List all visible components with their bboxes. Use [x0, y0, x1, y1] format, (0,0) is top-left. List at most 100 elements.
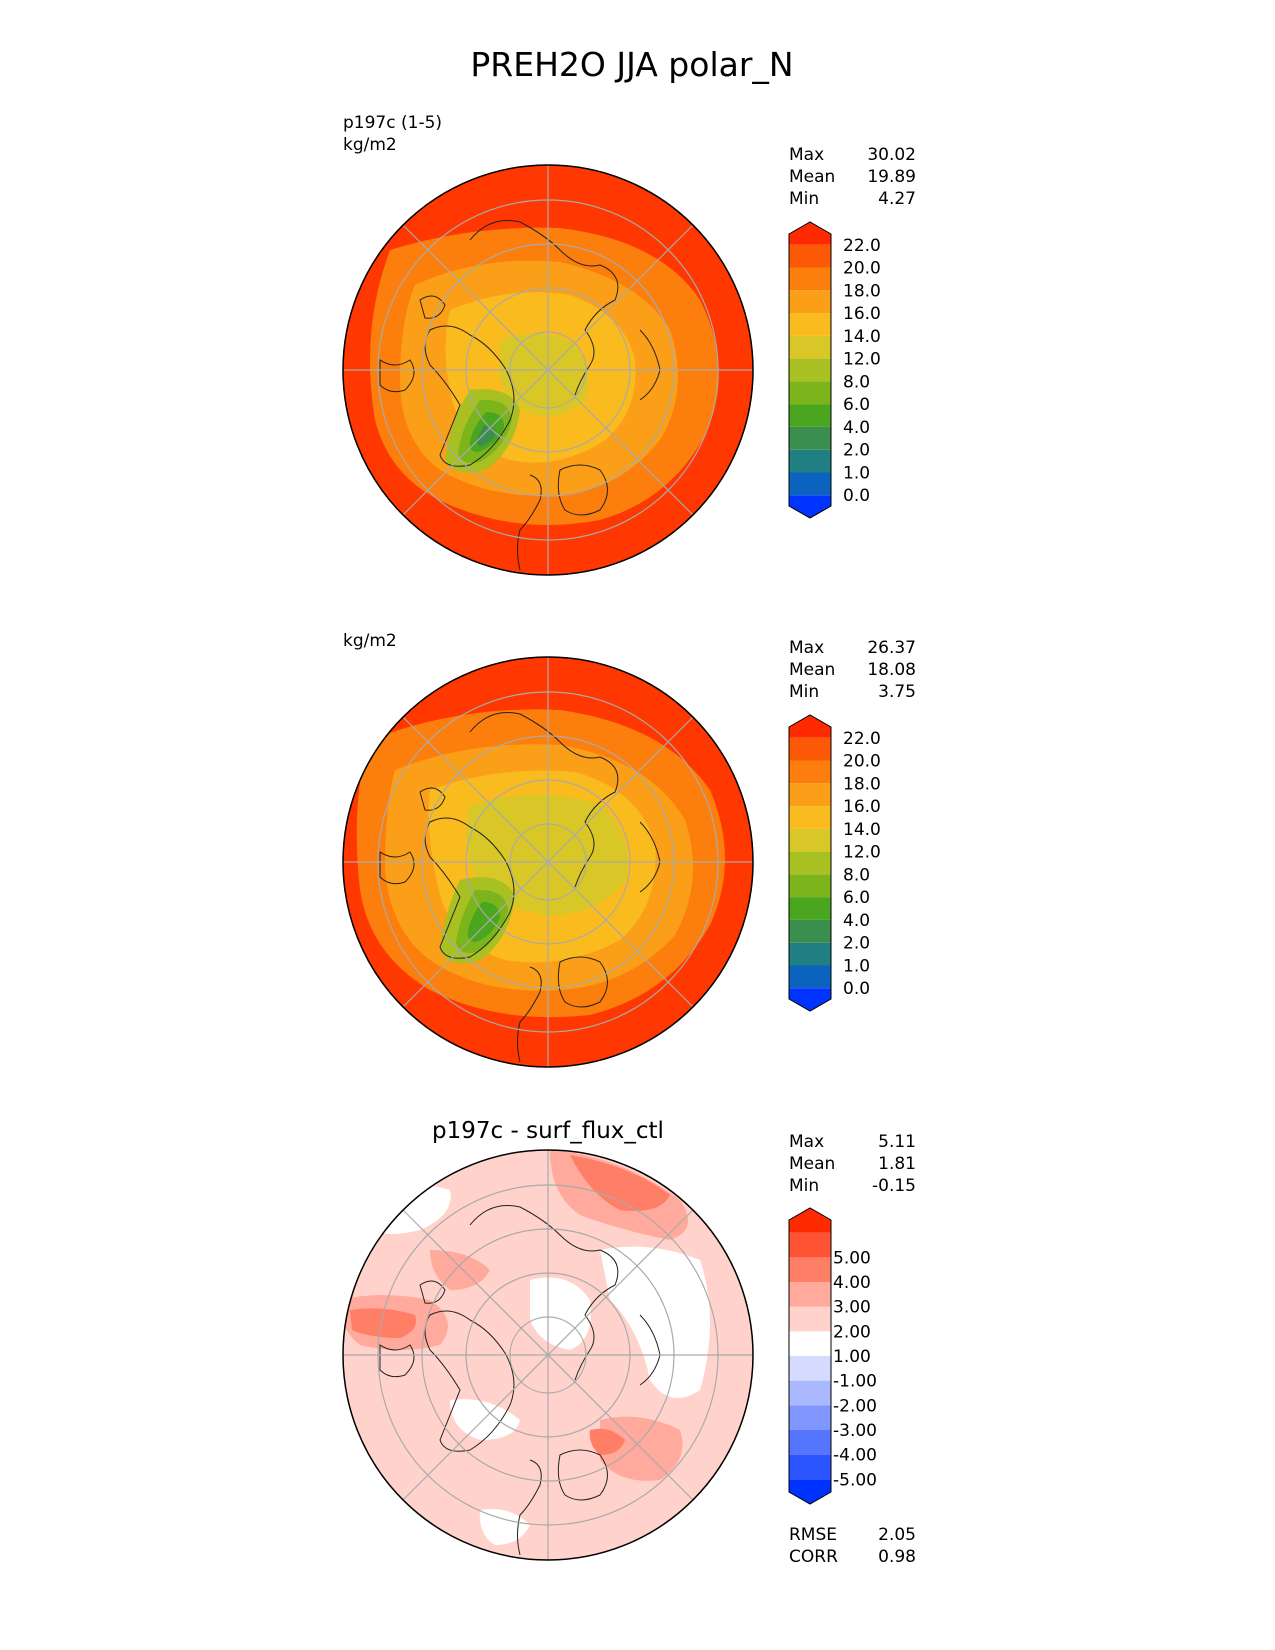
colorbar-cell [789, 222, 831, 245]
colorbar-cell [789, 426, 831, 450]
colorbar-tick-label: 0.0 [843, 486, 870, 506]
stat-label: Max [789, 145, 824, 165]
colorbar-tick-label: -4.00 [833, 1446, 877, 1466]
stat-label: Mean [789, 1154, 835, 1174]
panel-case-label: p197c (1-5) [343, 113, 442, 133]
colorbar-cell [789, 874, 831, 898]
colorbar-cell [789, 449, 831, 473]
colorbar-cell [789, 1454, 831, 1480]
colorbar-cell [789, 737, 831, 761]
stats-box: Max 26.37 Mean 18.08 Min 3.75 [789, 638, 916, 702]
colorbar-cell [789, 783, 831, 807]
polar-map [342, 164, 754, 576]
colorbar-cell [789, 381, 831, 405]
colorbar-cell [789, 1479, 831, 1504]
map-boundary [342, 1149, 754, 1561]
colorbar-tick-label: 1.0 [843, 956, 870, 976]
colorbar-tick-label: 8.0 [843, 372, 870, 392]
colorbar-cell [789, 472, 831, 496]
stat-label: Min [789, 682, 819, 702]
stat-value: 19.89 [867, 167, 916, 187]
colorbar-cell [789, 358, 831, 382]
colorbar-cell [789, 1208, 831, 1233]
stat-label: Mean [789, 167, 835, 187]
colorbar: -5.00 -4.00 -3.00 -2.00 -1.00 1.00 2.00 3.00 4.0… [788, 1207, 877, 1505]
colorbar-tick-label: 2.0 [843, 934, 870, 954]
colorbar-cell [789, 942, 831, 966]
colorbar-tick-label: -3.00 [833, 1421, 877, 1441]
polar-map [342, 656, 754, 1068]
stat-value: 1.81 [878, 1154, 916, 1174]
colorbar-tick-label: -1.00 [833, 1372, 877, 1392]
colorbar-cell [789, 1306, 831, 1332]
colorbar-tick-label: 14.0 [843, 327, 881, 347]
colorbar-tick-label: 2.00 [833, 1322, 871, 1342]
metric-label: RMSE [789, 1525, 837, 1545]
colorbar-cell [789, 965, 831, 989]
colorbar-tick-label: -2.00 [833, 1396, 877, 1416]
colorbar-cell [789, 988, 831, 1011]
colorbar: 0.0 1.02.0 4.0 6.0 8.012.0 14.0 16.0 18.020.0 22… [788, 714, 881, 1012]
colorbar-cell [789, 404, 831, 427]
colorbar-tick-label: 12.0 [843, 350, 881, 370]
stat-value: 5.11 [878, 1132, 916, 1152]
colorbar-tick-label: 6.0 [843, 888, 870, 908]
colorbar-cell [789, 313, 831, 336]
panel-units: kg/m2 [343, 135, 397, 155]
colorbar-outline [788, 221, 832, 519]
colorbar-cell [789, 828, 831, 852]
colorbar-cell [789, 1430, 831, 1455]
colorbar-cell [789, 806, 831, 829]
colorbar-cell [789, 335, 831, 359]
colorbar-outline [788, 1207, 832, 1505]
colorbar-tick-label: 0.0 [843, 979, 870, 999]
panel-reference: kg/m2 [342, 631, 916, 1068]
colorbar-tick-label: 2.0 [843, 441, 870, 461]
graticule [343, 165, 753, 575]
colorbar-tick-label: 4.0 [843, 911, 870, 931]
coastlines [379, 712, 661, 1063]
stat-label: Max [789, 638, 824, 658]
colorbar-tick-label: 4.0 [843, 418, 870, 438]
graticule [343, 1150, 753, 1560]
panel-units: kg/m2 [343, 631, 397, 651]
stat-value: 3.75 [878, 682, 916, 702]
colorbar-tick-label: 6.0 [843, 395, 870, 415]
colorbar-tick-label: -5.00 [833, 1470, 877, 1490]
metric-value: 0.98 [878, 1547, 916, 1567]
colorbar-cell [789, 1331, 831, 1356]
metrics-box: RMSE 2.05 CORR 0.98 [789, 1525, 916, 1567]
colorbar-tick-label: 16.0 [843, 797, 881, 817]
stat-value: -0.15 [872, 1176, 916, 1196]
colorbar-cell [789, 897, 831, 920]
colorbar-cell [789, 1380, 831, 1406]
colorbar-tick-label: 4.00 [833, 1273, 871, 1293]
colorbar: 0.0 1.02.0 4.0 6.0 8.012.0 14.0 16.0 18.020.0 22… [788, 221, 881, 519]
panel-difference: p197c - surf_flux_ctl [342, 1118, 916, 1567]
colorbar-cell [789, 1356, 831, 1381]
colorbar-tick-label: 8.0 [843, 865, 870, 885]
coastlines [379, 1205, 661, 1556]
map-boundary [342, 164, 754, 576]
stat-value: 18.08 [867, 660, 916, 680]
stat-value: 26.37 [867, 638, 916, 658]
stat-label: Max [789, 1132, 824, 1152]
colorbar-tick-label: 22.0 [843, 236, 881, 256]
colorbar-cell [789, 267, 831, 291]
colorbar-cell [789, 290, 831, 314]
stat-value: 4.27 [878, 189, 916, 209]
colorbar-tick-label: 1.0 [843, 463, 870, 483]
stat-label: Min [789, 189, 819, 209]
colorbar-tick-label: 18.0 [843, 774, 881, 794]
colorbar-tick-label: 5.00 [833, 1248, 871, 1268]
colorbar-cell [789, 495, 831, 518]
colorbar-tick-label: 20.0 [843, 259, 881, 279]
colorbar-cell [789, 1257, 831, 1282]
colorbar-outline [788, 714, 832, 1012]
metric-label: CORR [789, 1547, 838, 1567]
figure-title: PREH2O JJA polar_N [470, 45, 793, 84]
stats-box: Max 30.02 Mean 19.89 Min 4.27 [789, 145, 916, 209]
colorbar-tick-label: 12.0 [843, 843, 881, 863]
stat-value: 30.02 [867, 145, 916, 165]
